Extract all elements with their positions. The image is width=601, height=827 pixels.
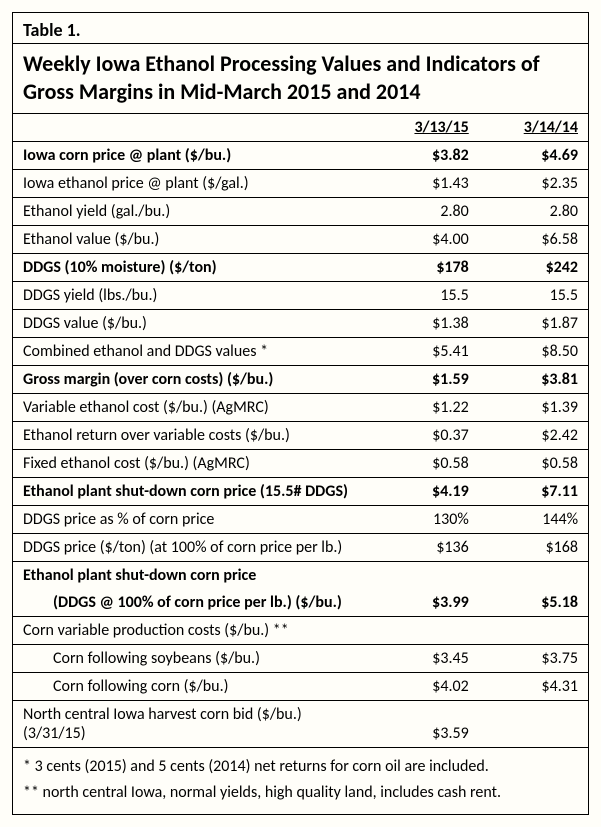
table-row: Iowa ethanol price @ plant ($/gal.)$1.43… — [13, 170, 588, 198]
table-row: Corn variable production costs ($/bu.) *… — [13, 617, 588, 645]
row-value-2 — [479, 562, 588, 590]
row-label: DDGS yield (lbs./bu.) — [13, 282, 370, 310]
row-label: Corn variable production costs ($/bu.) *… — [13, 617, 370, 645]
row-value-1: $0.58 — [370, 450, 479, 478]
row-label: (DDGS @ 100% of corn price per lb.) ($/b… — [13, 589, 370, 617]
row-value-1: 15.5 — [370, 282, 479, 310]
row-value-2: $7.11 — [479, 478, 588, 506]
row-label: DDGS price as % of corn price — [13, 506, 370, 534]
row-label: DDGS value ($/bu.) — [13, 310, 370, 338]
ethanol-table: Table 1. Weekly Iowa Ethanol Processing … — [12, 12, 589, 815]
table-row: Ethanol plant shut-down corn price — [13, 562, 588, 590]
table-row: DDGS value ($/bu.)$1.38$1.87 — [13, 310, 588, 338]
row-label: Variable ethanol cost ($/bu.) (AgMRC) — [13, 394, 370, 422]
row-value-1: 130% — [370, 506, 479, 534]
row-label: Corn following soybeans ($/bu.) — [13, 645, 370, 673]
table-row: Corn following corn ($/bu.)$4.02$4.31 — [13, 673, 588, 701]
row-value-1: $178 — [370, 254, 479, 282]
table-row: Iowa corn price @ plant ($/bu.)$3.82$4.6… — [13, 142, 588, 170]
table-label: Table 1. — [13, 13, 588, 44]
table-row: Variable ethanol cost ($/bu.) (AgMRC)$1.… — [13, 394, 588, 422]
table-title: Weekly Iowa Ethanol Processing Values an… — [13, 44, 588, 114]
row-value-2: $6.58 — [479, 226, 588, 254]
row-value-2: $4.69 — [479, 142, 588, 170]
table-row: DDGS (10% moisture) ($/ton)$178$242 — [13, 254, 588, 282]
table-row: North central Iowa harvest corn bid ($/b… — [13, 701, 588, 748]
table-row: Corn following soybeans ($/bu.)$3.45$3.7… — [13, 645, 588, 673]
table-row: (DDGS @ 100% of corn price per lb.) ($/b… — [13, 589, 588, 617]
header-blank — [13, 114, 370, 142]
table-row: Ethanol value ($/bu.)$4.00$6.58 — [13, 226, 588, 254]
row-value-1: $4.00 — [370, 226, 479, 254]
row-label: Ethanol return over variable costs ($/bu… — [13, 422, 370, 450]
row-value-1: $5.41 — [370, 338, 479, 366]
row-value-1: $1.43 — [370, 170, 479, 198]
table-row: Fixed ethanol cost ($/bu.) (AgMRC)$0.58$… — [13, 450, 588, 478]
row-value-1 — [370, 562, 479, 590]
row-value-2 — [479, 701, 588, 748]
row-value-2: $0.58 — [479, 450, 588, 478]
row-value-2: $3.75 — [479, 645, 588, 673]
row-value-2: $242 — [479, 254, 588, 282]
footnote-1: * 3 cents (2015) and 5 cents (2014) net … — [23, 754, 578, 780]
row-label: Ethanol plant shut-down corn price — [13, 562, 370, 590]
table-row: Ethanol return over variable costs ($/bu… — [13, 422, 588, 450]
row-value-2: $4.31 — [479, 673, 588, 701]
row-value-1: $4.02 — [370, 673, 479, 701]
row-value-2: 15.5 — [479, 282, 588, 310]
row-label: Corn following corn ($/bu.) — [13, 673, 370, 701]
table-row: Ethanol yield (gal./bu.)2.802.80 — [13, 198, 588, 226]
row-value-2: $1.87 — [479, 310, 588, 338]
row-value-1: 2.80 — [370, 198, 479, 226]
row-value-1: $3.59 — [370, 701, 479, 748]
row-label: Gross margin (over corn costs) ($/bu.) — [13, 366, 370, 394]
row-value-2: $8.50 — [479, 338, 588, 366]
data-table: 3/13/15 3/14/14 Iowa corn price @ plant … — [13, 114, 588, 748]
row-value-2: $1.39 — [479, 394, 588, 422]
row-value-2: $5.18 — [479, 589, 588, 617]
table-row: Ethanol plant shut-down corn price (15.5… — [13, 478, 588, 506]
row-value-1: $3.45 — [370, 645, 479, 673]
table-row: Gross margin (over corn costs) ($/bu.)$1… — [13, 366, 588, 394]
table-row: DDGS price ($/ton) (at 100% of corn pric… — [13, 534, 588, 562]
row-label: Iowa ethanol price @ plant ($/gal.) — [13, 170, 370, 198]
table-row: DDGS yield (lbs./bu.)15.515.5 — [13, 282, 588, 310]
row-value-1: $0.37 — [370, 422, 479, 450]
table-row: Combined ethanol and DDGS values *$5.41$… — [13, 338, 588, 366]
row-value-1: $136 — [370, 534, 479, 562]
row-label: Ethanol yield (gal./bu.) — [13, 198, 370, 226]
row-label: Fixed ethanol cost ($/bu.) (AgMRC) — [13, 450, 370, 478]
row-label: DDGS (10% moisture) ($/ton) — [13, 254, 370, 282]
row-label: Ethanol plant shut-down corn price (15.5… — [13, 478, 370, 506]
row-value-1: $1.22 — [370, 394, 479, 422]
row-value-2: 2.80 — [479, 198, 588, 226]
row-value-1: $4.19 — [370, 478, 479, 506]
header-date2: 3/14/14 — [479, 114, 588, 142]
row-value-1: $3.82 — [370, 142, 479, 170]
row-label: Iowa corn price @ plant ($/bu.) — [13, 142, 370, 170]
row-value-1: $3.99 — [370, 589, 479, 617]
footnotes: * 3 cents (2015) and 5 cents (2014) net … — [13, 748, 588, 814]
row-value-2: $168 — [479, 534, 588, 562]
row-value-1: $1.59 — [370, 366, 479, 394]
row-value-2 — [479, 617, 588, 645]
row-label: Combined ethanol and DDGS values * — [13, 338, 370, 366]
row-value-2: $2.42 — [479, 422, 588, 450]
row-value-1 — [370, 617, 479, 645]
footnote-2: ** north central Iowa, normal yields, hi… — [23, 780, 578, 806]
row-value-1: $1.38 — [370, 310, 479, 338]
row-value-2: $2.35 — [479, 170, 588, 198]
row-label: Ethanol value ($/bu.) — [13, 226, 370, 254]
row-value-2: $3.81 — [479, 366, 588, 394]
row-label: North central Iowa harvest corn bid ($/b… — [13, 701, 370, 748]
row-label: DDGS price ($/ton) (at 100% of corn pric… — [13, 534, 370, 562]
header-date1: 3/13/15 — [370, 114, 479, 142]
header-row: 3/13/15 3/14/14 — [13, 114, 588, 142]
row-value-2: 144% — [479, 506, 588, 534]
table-row: DDGS price as % of corn price130%144% — [13, 506, 588, 534]
